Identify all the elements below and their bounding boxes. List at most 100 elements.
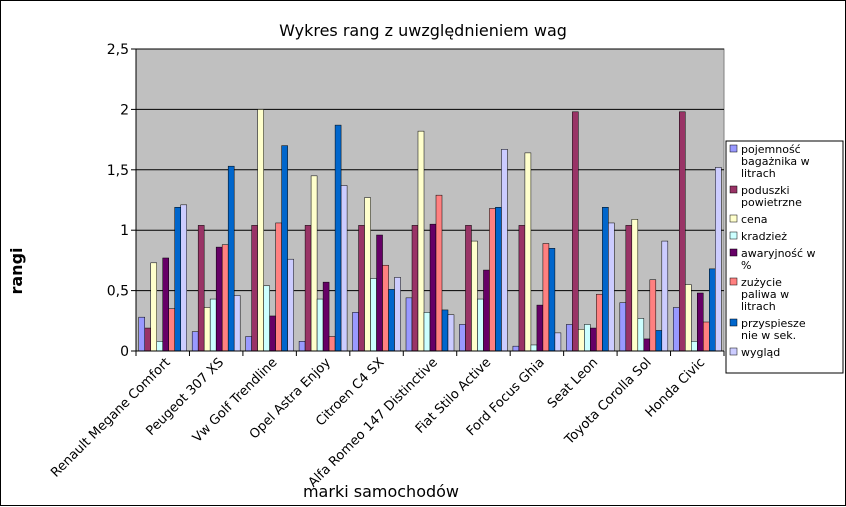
- bar: [631, 219, 639, 352]
- bar: [358, 225, 365, 352]
- bar: [441, 309, 449, 352]
- bar: [197, 225, 205, 352]
- bar: [328, 336, 336, 352]
- bar: [435, 194, 443, 352]
- legend-label: powietrzne: [741, 196, 802, 209]
- bar: [298, 341, 306, 352]
- bar: [269, 315, 276, 352]
- bar: [524, 152, 532, 352]
- y-tick-label: 1,5: [107, 163, 129, 179]
- bar: [405, 297, 413, 352]
- bar: [168, 308, 175, 352]
- bar: [263, 285, 270, 352]
- bar: [637, 318, 645, 352]
- legend-label: przyspiesze: [741, 317, 806, 330]
- legend-swatch: [729, 248, 738, 257]
- bar: [245, 336, 252, 352]
- legend-swatch: [729, 347, 738, 356]
- bar: [554, 332, 562, 352]
- legend-label: cena: [741, 213, 768, 226]
- bar: [340, 185, 348, 352]
- bars-group: [138, 109, 722, 352]
- bar: [215, 246, 223, 352]
- bar: [233, 295, 241, 352]
- bar: [673, 307, 680, 352]
- legend-box: [725, 140, 844, 374]
- legend-swatch: [729, 214, 738, 223]
- bar: [518, 225, 526, 352]
- y-tick-label: 0,5: [107, 284, 129, 300]
- bar: [370, 278, 377, 352]
- bar: [697, 292, 704, 352]
- bar: [310, 175, 318, 352]
- y-axis-title: rangi: [7, 247, 26, 294]
- x-tick-label: Seat Leon: [545, 355, 601, 411]
- bar: [465, 225, 472, 352]
- y-tick-label: 2,5: [107, 42, 129, 58]
- bar: [304, 225, 312, 352]
- bar: [483, 269, 490, 352]
- bar: [679, 111, 686, 352]
- bar: [316, 298, 324, 352]
- bar: [417, 130, 425, 352]
- legend-label: wygląd: [741, 346, 780, 359]
- bar: [536, 304, 544, 352]
- y-tick-label: 1: [120, 223, 129, 239]
- y-axis-ticks: 0 0,5 1 1,5 2 2,5: [107, 42, 724, 360]
- bar: [477, 298, 484, 352]
- y-tick-label: 0: [120, 344, 129, 360]
- bar: [334, 124, 342, 352]
- bar: [281, 145, 288, 352]
- legend-label: bagażnika w: [741, 155, 810, 168]
- bar: [251, 225, 258, 352]
- legend-label: awaryjność w: [741, 247, 816, 260]
- bar: [566, 324, 573, 352]
- bar: [227, 165, 235, 352]
- legend-label: pojemność: [741, 143, 801, 156]
- legend-label: nie w sek.: [741, 329, 796, 342]
- bar: [584, 324, 591, 352]
- bar: [411, 225, 419, 352]
- bar: [495, 206, 502, 352]
- bar: [649, 279, 657, 352]
- bar: [144, 327, 151, 352]
- legend-swatch: [729, 277, 738, 286]
- bar: [364, 197, 371, 352]
- bar: [625, 225, 633, 352]
- bar: [156, 341, 163, 352]
- legend-label: litrach: [741, 167, 776, 180]
- bar: [322, 281, 330, 352]
- chart-title: Wykres rang z uwzględnieniem wag: [279, 21, 567, 40]
- bar: [388, 289, 395, 352]
- legend-swatch: [729, 231, 738, 240]
- bar: [548, 248, 556, 352]
- legend-label: paliwa w: [741, 288, 789, 301]
- bar: [691, 341, 698, 352]
- bar: [191, 331, 199, 352]
- bar: [174, 206, 181, 352]
- bar: [572, 111, 579, 352]
- bar: [471, 240, 478, 352]
- legend-swatch: [729, 144, 738, 153]
- bar: [376, 234, 383, 352]
- bar: [447, 314, 455, 352]
- bar: [501, 149, 508, 352]
- bar: [257, 109, 264, 352]
- bar: [661, 240, 669, 352]
- x-axis-title: marki samochodów: [303, 482, 459, 501]
- bar: [382, 264, 389, 352]
- bar: [685, 284, 692, 352]
- legend-label: litrach: [741, 300, 776, 313]
- bar: [596, 293, 603, 352]
- bar: [423, 312, 431, 352]
- bar: [221, 244, 229, 352]
- bar: [352, 312, 359, 352]
- legend-label: poduszki: [741, 184, 790, 197]
- bar: [150, 262, 157, 352]
- bar: [429, 223, 437, 352]
- bar: [138, 316, 145, 352]
- bar: [590, 327, 597, 352]
